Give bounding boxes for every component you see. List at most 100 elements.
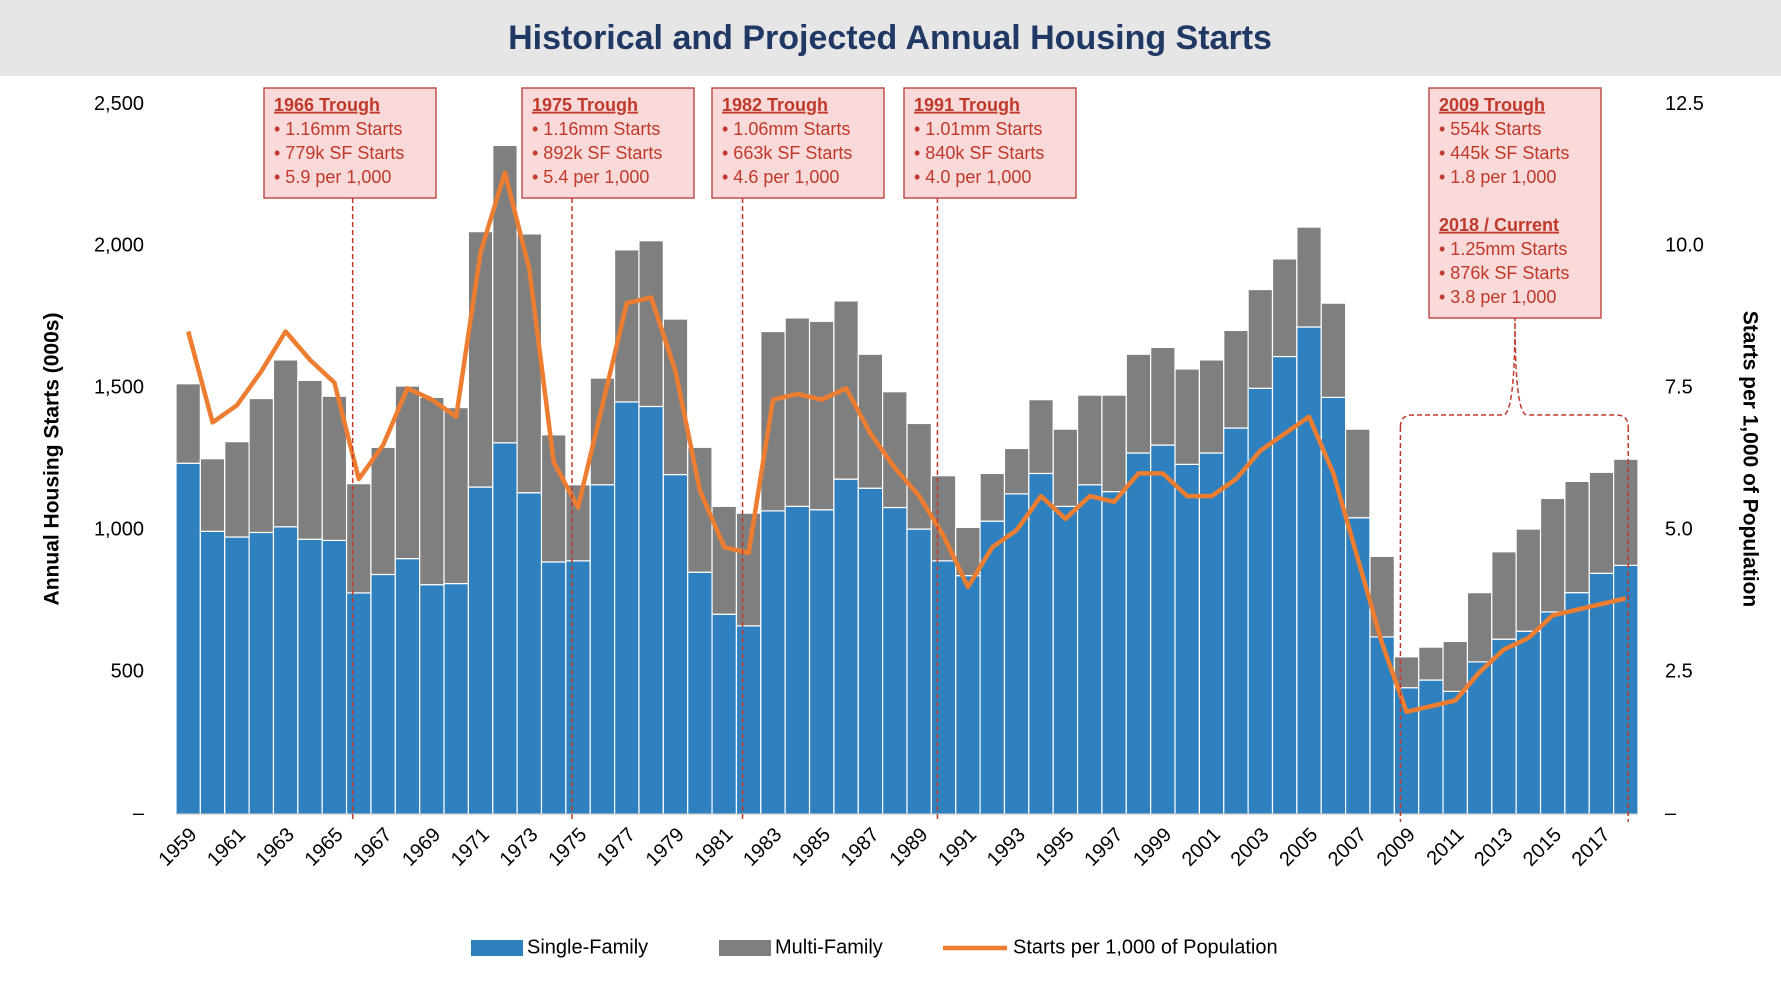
bar xyxy=(1052,428,1079,507)
annotation-title: 1982 Trough xyxy=(722,95,828,115)
bar xyxy=(1296,326,1322,815)
bar xyxy=(1369,555,1395,638)
bar xyxy=(882,506,908,815)
legend-label: Starts per 1,000 of Population xyxy=(1013,936,1278,958)
bar xyxy=(930,560,957,815)
y-tick-label: – xyxy=(133,802,145,824)
bar xyxy=(1028,399,1054,475)
bar xyxy=(1125,452,1152,815)
bar xyxy=(1198,359,1225,454)
bar xyxy=(1150,444,1176,815)
bar xyxy=(613,401,640,815)
y2-tick-label: 2.5 xyxy=(1665,660,1693,682)
bar xyxy=(857,487,884,815)
y-axis-label: Annual Housing Starts (000s) xyxy=(41,313,64,606)
bar xyxy=(1101,491,1127,815)
bar xyxy=(1076,484,1103,815)
bar xyxy=(638,405,664,815)
annotation-bracket xyxy=(1399,317,1629,428)
annotation-line: • 779k SF Starts xyxy=(274,143,404,163)
bar xyxy=(224,536,250,815)
annotation-line: • 1.06mm Starts xyxy=(722,119,850,139)
y2-axis-label: Starts per 1,000 of Population xyxy=(1738,311,1761,607)
bar xyxy=(370,446,396,576)
bar xyxy=(1539,611,1566,815)
bar xyxy=(735,625,762,815)
bar xyxy=(784,317,811,507)
bar xyxy=(1076,394,1103,486)
bar xyxy=(199,530,226,815)
bar xyxy=(833,478,859,815)
annotation-line: • 5.4 per 1,000 xyxy=(532,167,649,187)
bar xyxy=(443,582,469,815)
bar xyxy=(1588,572,1615,815)
y2-tick-label: 12.5 xyxy=(1665,93,1704,115)
bar xyxy=(1564,480,1590,594)
bar xyxy=(1320,396,1347,815)
annotation-title: 2009 Trough xyxy=(1439,95,1545,115)
bar xyxy=(784,505,811,815)
bar xyxy=(1442,640,1469,692)
annotation-line: • 663k SF Starts xyxy=(722,143,852,163)
legend-label: Single-Family xyxy=(527,936,648,958)
annotation-line: • 840k SF Starts xyxy=(914,143,1044,163)
bar xyxy=(1466,592,1493,663)
annotation-title: 1975 Trough xyxy=(532,95,638,115)
annotation-line: • 1.16mm Starts xyxy=(532,119,660,139)
bar xyxy=(613,249,640,403)
bar xyxy=(589,484,616,815)
bar xyxy=(808,320,835,511)
bar xyxy=(906,528,932,815)
bar xyxy=(1515,630,1542,815)
bar xyxy=(540,561,567,815)
annotation-box xyxy=(903,87,1077,199)
annotation-box xyxy=(1428,87,1602,319)
bar xyxy=(1174,463,1200,815)
title-bar xyxy=(0,0,1781,76)
bar xyxy=(492,442,518,815)
y2-tick-label: 5.0 xyxy=(1665,518,1693,540)
bar xyxy=(1052,505,1079,815)
bar xyxy=(297,379,323,540)
bar xyxy=(979,472,1006,522)
legend-label: Multi-Family xyxy=(775,936,883,958)
line xyxy=(186,170,1627,715)
bar xyxy=(272,526,299,815)
bar xyxy=(882,391,908,509)
annotation-line: • 3.8 per 1,000 xyxy=(1439,287,1556,307)
bar xyxy=(1491,638,1517,815)
bar xyxy=(565,560,591,815)
bar xyxy=(1344,428,1371,519)
bar xyxy=(1442,690,1469,815)
annotation-line: • 1.8 per 1,000 xyxy=(1439,167,1556,187)
bar xyxy=(297,538,323,815)
bar xyxy=(1271,258,1298,358)
annotation-line: • 1.01mm Starts xyxy=(914,119,1042,139)
annotation-box xyxy=(263,87,437,199)
y-tick-label: 1,500 xyxy=(94,377,144,399)
bar xyxy=(687,571,713,815)
bar xyxy=(248,397,275,534)
annotation-title: 1991 Trough xyxy=(914,95,1020,115)
bar xyxy=(175,462,201,815)
bar xyxy=(516,492,543,815)
bar xyxy=(955,575,981,815)
bar xyxy=(1418,646,1444,681)
bar xyxy=(1223,329,1249,429)
annotation-line: • 892k SF Starts xyxy=(532,143,662,163)
bar xyxy=(443,406,469,585)
bar xyxy=(565,484,591,562)
bar xyxy=(1588,471,1615,574)
bar xyxy=(1539,497,1566,613)
bar xyxy=(1028,472,1054,815)
bar xyxy=(1003,447,1030,495)
bar xyxy=(175,383,201,464)
annotation-line: • 1.25mm Starts xyxy=(1439,239,1567,259)
bar xyxy=(662,473,689,815)
bar xyxy=(345,483,372,594)
bar xyxy=(248,531,275,815)
y-tick-label: 500 xyxy=(111,660,144,682)
annotation-line: • 876k SF Starts xyxy=(1439,263,1569,283)
bar xyxy=(1564,592,1590,815)
chart-title: Historical and Projected Annual Housing … xyxy=(508,19,1272,57)
